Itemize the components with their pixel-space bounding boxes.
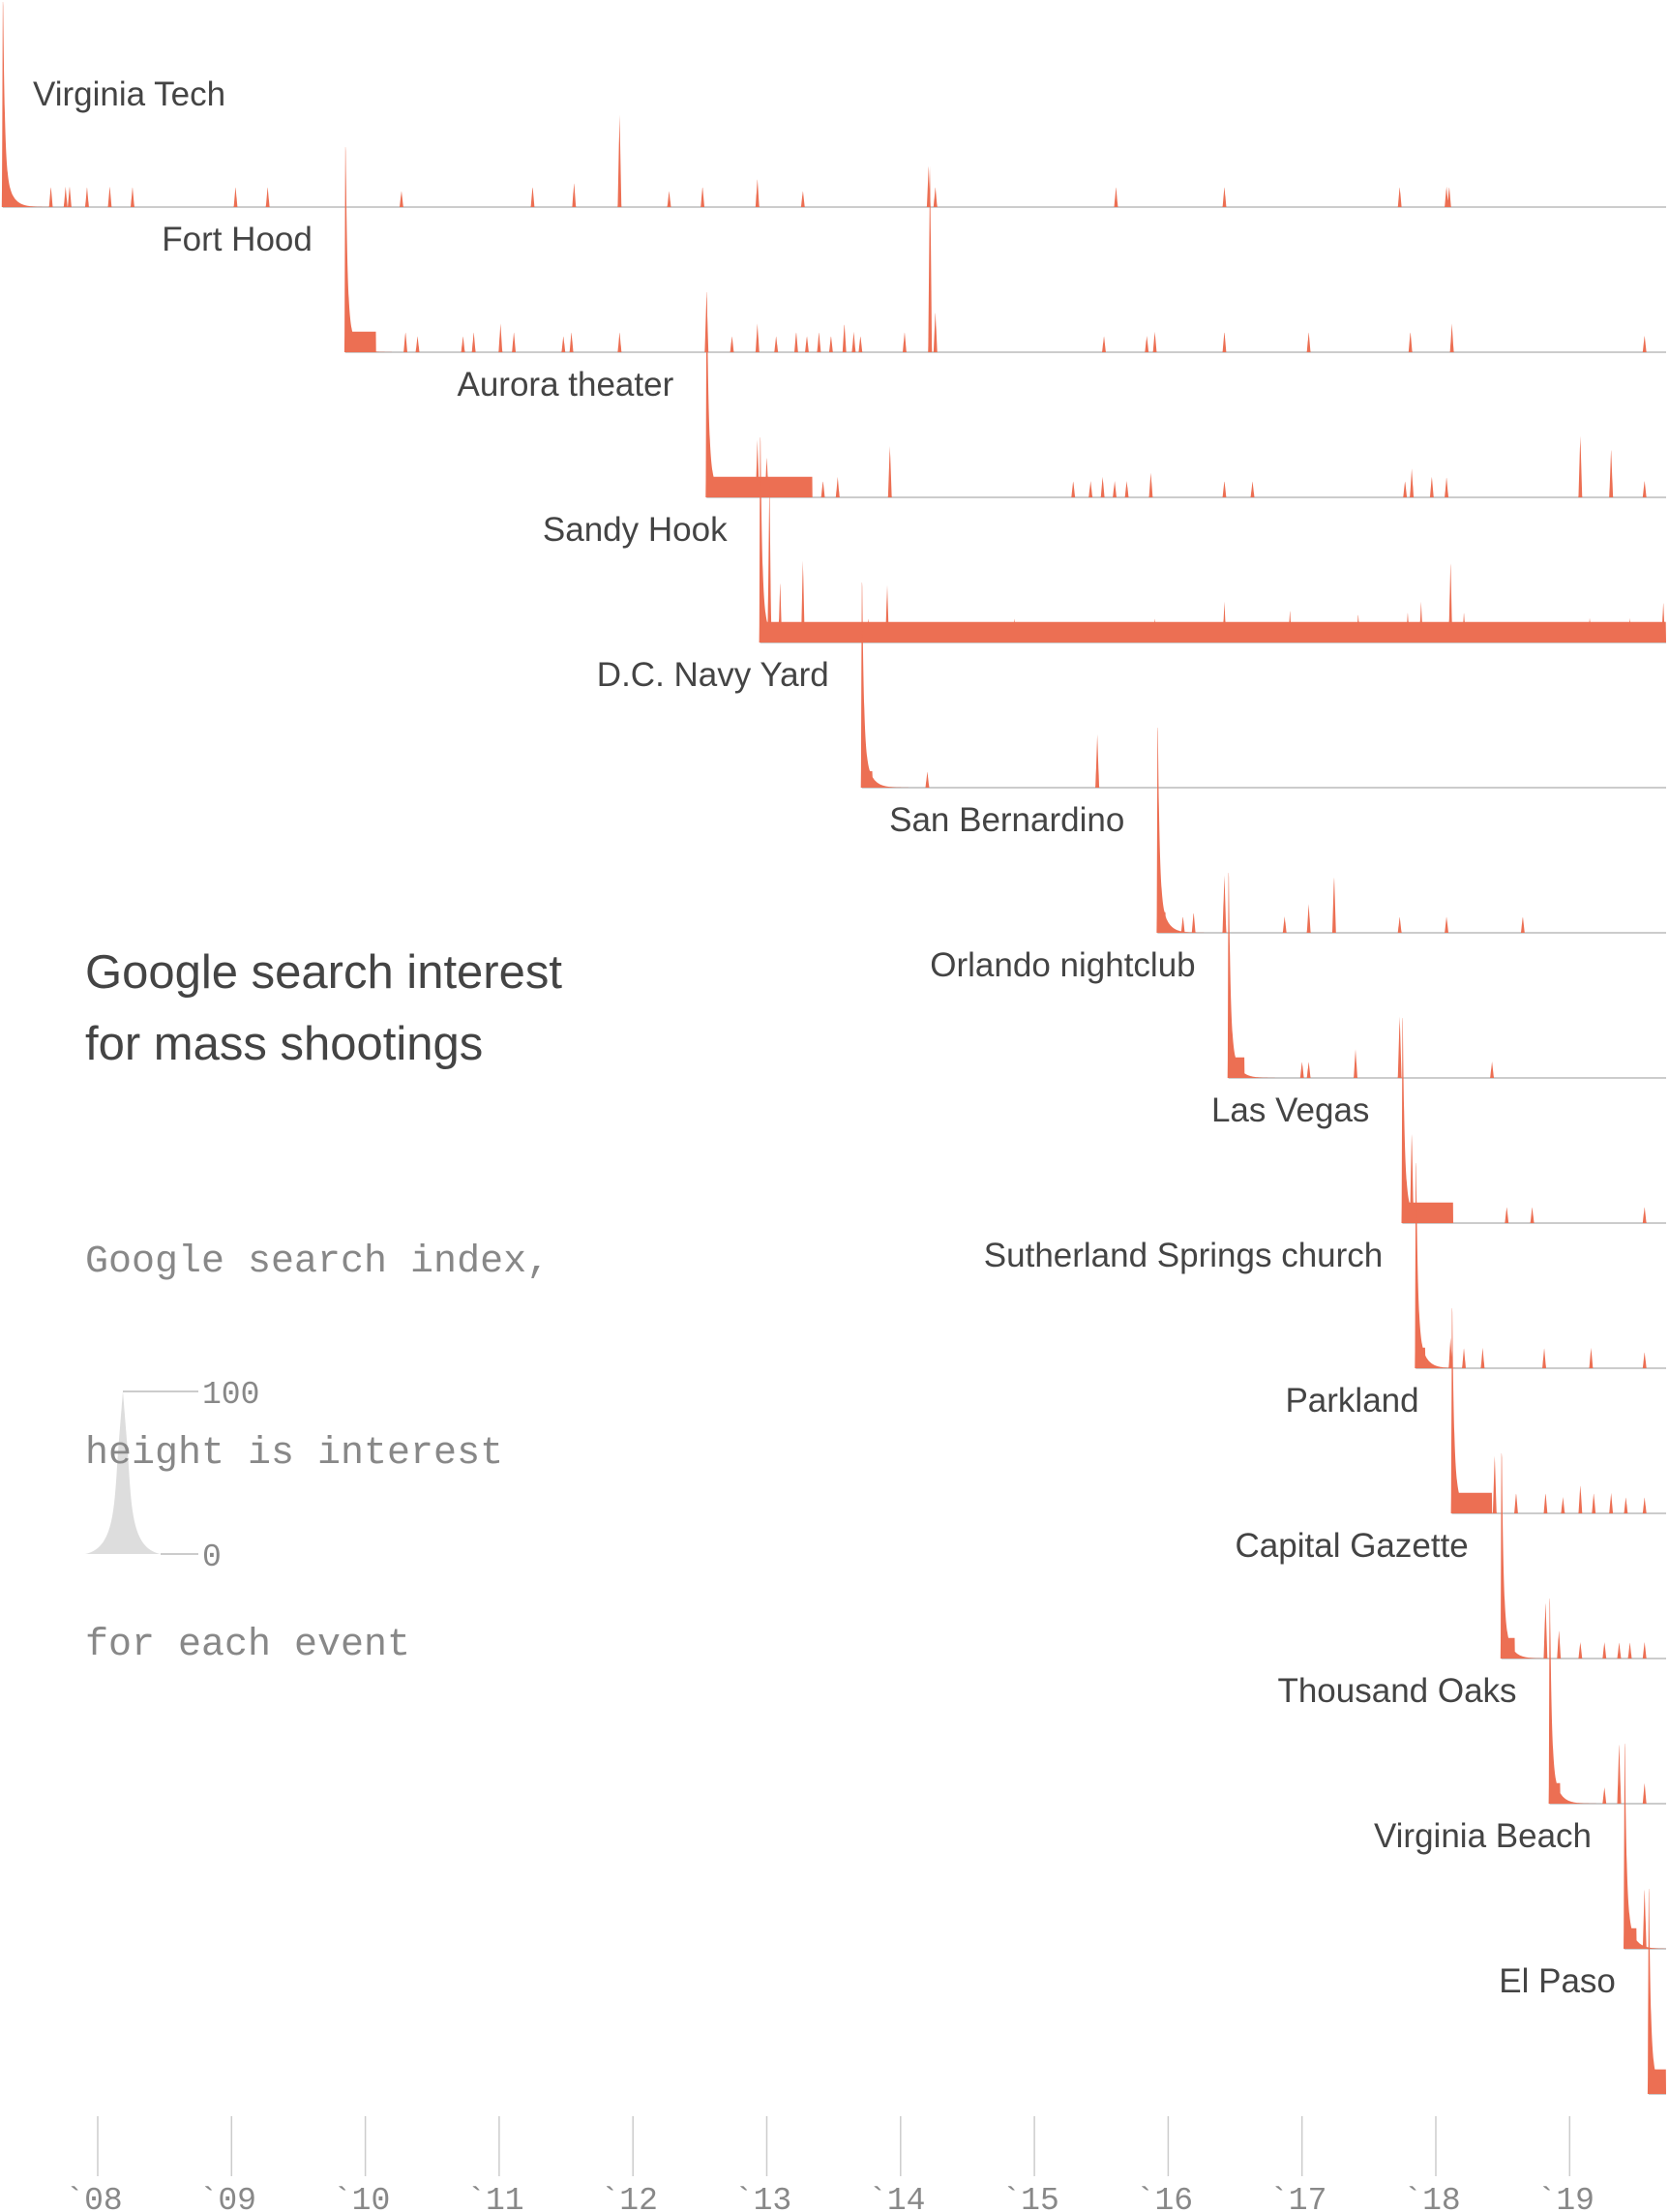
chart-title-line-2: for mass shootings <box>85 1018 484 1070</box>
event-rows: Virginia Tech Fort Hood Aurora theater Sand… <box>1 2 1666 2095</box>
event-label: Virginia Beach <box>1374 1817 1592 1855</box>
legend-max-label: 100 <box>202 1377 259 1413</box>
interest-area <box>1623 1744 1666 1949</box>
event-label: Parkland <box>1285 1382 1418 1420</box>
event-row: Virginia Beach <box>1374 1744 1666 1950</box>
legend-peak-shape <box>85 1391 161 1554</box>
x-tick-label: `14 <box>868 2183 925 2212</box>
x-tick-label: `19 <box>1537 2183 1594 2212</box>
event-label: Sandy Hook <box>543 511 728 549</box>
interest-area <box>1 2 1666 207</box>
x-tick-label: `12 <box>600 2183 657 2212</box>
interest-area <box>343 147 1666 352</box>
subtitle-line-2: height is interest <box>85 1432 504 1476</box>
event-row: Thousand Oaks <box>1277 1599 1666 1805</box>
event-label: Thousand Oaks <box>1277 1672 1516 1710</box>
interest-area <box>860 583 1666 788</box>
x-axis: `08 `09 `10 `11 `12 `13 `14 `15 `16 `17 `18 `19 <box>65 2116 1594 2212</box>
event-row: Sutherland Springs church <box>984 1163 1666 1369</box>
event-row: Aurora theater <box>458 292 1666 498</box>
x-tick-label: `13 <box>734 2183 791 2212</box>
event-row: Parkland <box>1285 1308 1666 1514</box>
event-label: Las Vegas <box>1211 1091 1369 1129</box>
x-tick-label: `08 <box>65 2183 122 2212</box>
legend: 100 0 <box>85 1377 259 1575</box>
x-tick-label: `16 <box>1136 2183 1193 2212</box>
interest-area <box>1401 1018 1666 1223</box>
event-label: Capital Gazette <box>1236 1527 1469 1565</box>
event-row: Las Vegas <box>1211 1018 1666 1224</box>
event-label: Aurora theater <box>458 366 674 404</box>
event-row: El Paso <box>1499 1889 1666 2095</box>
chart-title: Google search interest for mass shooting… <box>85 937 562 1080</box>
x-tick-label: `11 <box>466 2183 523 2212</box>
event-label: D.C. Navy Yard <box>597 656 829 694</box>
event-label: Fort Hood <box>162 221 313 258</box>
subtitle-line-3: for each event <box>85 1624 411 1667</box>
chart-title-line-1: Google search interest <box>85 946 562 999</box>
x-tick-label: `18 <box>1403 2183 1460 2212</box>
event-row: D.C. Navy Yard <box>597 583 1666 789</box>
interest-area <box>1156 728 1666 933</box>
interest-area <box>1548 1599 1666 1804</box>
event-row: San Bernardino <box>889 728 1666 934</box>
event-row: Capital Gazette <box>1236 1453 1666 1659</box>
event-label: El Paso <box>1499 1962 1616 2000</box>
interest-area <box>1647 1889 1666 2094</box>
x-tick-label: `17 <box>1269 2183 1326 2212</box>
interest-area <box>704 292 1666 497</box>
interest-area <box>759 437 1666 643</box>
x-tick-label: `15 <box>1001 2183 1058 2212</box>
event-label: San Bernardino <box>889 801 1124 839</box>
event-label: Orlando nightclub <box>930 946 1195 984</box>
interest-area <box>1450 1308 1666 1513</box>
interest-area <box>1227 873 1666 1078</box>
interest-area <box>1500 1453 1666 1659</box>
subtitle-line-1: Google search index, <box>85 1241 551 1284</box>
event-row: Orlando nightclub <box>930 873 1666 1079</box>
event-row: Fort Hood <box>162 147 1666 353</box>
x-tick-label: `10 <box>333 2183 390 2212</box>
chart-subtitle: Google search index, height is interest … <box>85 1103 550 1742</box>
event-row: Sandy Hook <box>543 437 1666 643</box>
legend-min-label: 0 <box>202 1539 222 1575</box>
x-tick-label: `09 <box>199 2183 256 2212</box>
event-label: Sutherland Springs church <box>984 1237 1383 1274</box>
event-label: Virginia Tech <box>33 75 225 113</box>
event-row: Virginia Tech <box>1 2 1666 208</box>
